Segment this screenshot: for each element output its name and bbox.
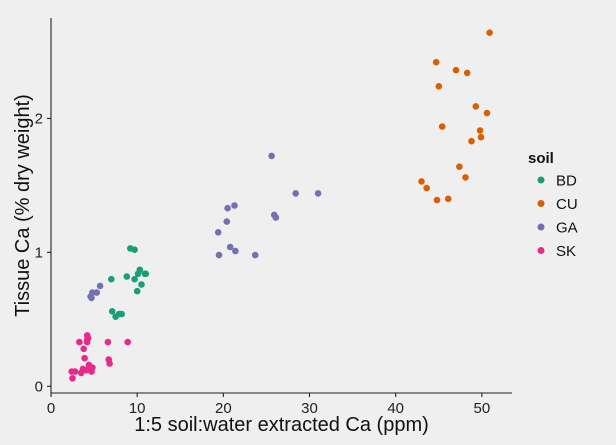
point-ga-9 xyxy=(226,243,234,251)
legend-label-bd: BD xyxy=(556,173,577,190)
y-tick-label: 1 xyxy=(35,244,43,261)
point-sk-3 xyxy=(76,338,83,346)
point-cu-2 xyxy=(432,58,440,66)
point-bd-1 xyxy=(108,308,116,315)
x-tick-label: 0 xyxy=(47,400,55,417)
x-tick-label: 20 xyxy=(215,400,232,417)
point-ga-12 xyxy=(251,251,259,259)
point-bd-4 xyxy=(118,310,125,318)
legend-label-ga: GA xyxy=(556,220,578,237)
legend-key-bd xyxy=(537,176,545,184)
point-cu-16 xyxy=(486,29,493,36)
point-ga-16 xyxy=(292,190,300,197)
point-sk-16 xyxy=(89,364,96,371)
point-sk-20 xyxy=(124,338,131,346)
point-cu-3 xyxy=(433,196,441,204)
point-bd-7 xyxy=(131,246,138,253)
point-ga-13 xyxy=(268,152,275,160)
point-bd-5 xyxy=(123,273,131,280)
x-tick-label: 10 xyxy=(129,400,146,417)
point-ga-6 xyxy=(215,251,223,259)
point-cu-0 xyxy=(418,178,425,185)
point-bd-14 xyxy=(142,270,150,278)
point-cu-14 xyxy=(477,133,485,141)
point-sk-19 xyxy=(106,360,113,367)
x-tick-label: 30 xyxy=(301,400,318,417)
point-ga-1 xyxy=(88,294,95,302)
point-cu-12 xyxy=(472,103,480,110)
y-tick-label: 0 xyxy=(35,378,43,395)
point-cu-6 xyxy=(444,195,452,203)
point-ga-3 xyxy=(93,289,100,296)
point-cu-5 xyxy=(438,123,446,130)
legend: soil BD CU GA SK xyxy=(528,150,578,260)
x-axis-title: 1:5 soil:water extracted Ca (ppm) xyxy=(134,414,429,436)
legend-title: soil xyxy=(528,150,554,167)
y-axis-title: Tissue Ca (% dry weight) xyxy=(12,94,34,317)
point-ga-8 xyxy=(224,204,231,212)
point-cu-11 xyxy=(468,137,475,145)
point-sk-1 xyxy=(69,375,76,382)
point-cu-15 xyxy=(483,109,491,117)
point-sk-7 xyxy=(81,354,88,362)
point-bd-0 xyxy=(108,275,115,283)
point-ga-15 xyxy=(272,214,280,221)
point-bd-8 xyxy=(131,275,138,283)
point-cu-4 xyxy=(435,83,443,90)
point-bd-12 xyxy=(138,281,145,288)
point-ga-7 xyxy=(223,218,231,225)
point-bd-11 xyxy=(136,266,144,274)
legend-label-sk: SK xyxy=(556,243,576,260)
point-cu-1 xyxy=(423,184,431,192)
point-cu-7 xyxy=(452,66,460,74)
data-points xyxy=(68,29,493,382)
point-cu-13 xyxy=(476,127,484,134)
point-ga-10 xyxy=(231,202,238,209)
point-bd-9 xyxy=(133,287,141,295)
point-sk-17 xyxy=(104,338,112,346)
point-cu-10 xyxy=(463,69,471,77)
point-cu-9 xyxy=(462,174,469,181)
y-tick-label: 2 xyxy=(35,110,43,127)
legend-label-cu: CU xyxy=(556,196,578,213)
axis-ticks: 0 10 20 30 40 50 0 1 2 xyxy=(35,110,491,417)
point-ga-4 xyxy=(96,282,104,290)
legend-key-cu xyxy=(537,200,545,207)
point-sk-2 xyxy=(71,368,79,375)
point-ga-17 xyxy=(314,190,322,197)
point-ga-5 xyxy=(214,229,222,236)
point-cu-8 xyxy=(456,163,463,170)
point-sk-6 xyxy=(80,345,87,353)
x-tick-label: 50 xyxy=(473,400,490,417)
point-ga-11 xyxy=(232,247,239,255)
legend-key-ga xyxy=(537,223,545,231)
legend-key-sk xyxy=(537,247,545,254)
x-tick-label: 40 xyxy=(387,400,404,417)
point-sk-12 xyxy=(84,334,92,342)
